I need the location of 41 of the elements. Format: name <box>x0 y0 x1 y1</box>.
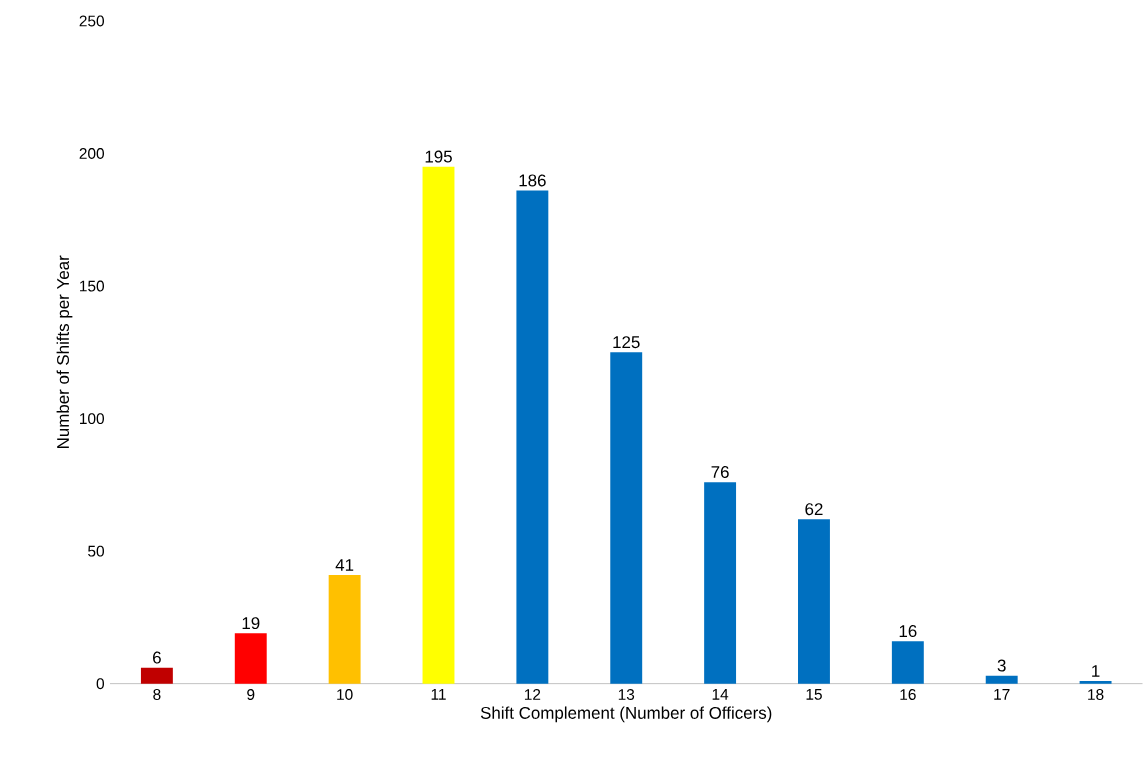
data-label: 19 <box>242 617 260 630</box>
x-tick-label: 12 <box>524 689 541 700</box>
data-label: 1 <box>1092 665 1100 677</box>
y-tick-label: 150 <box>80 280 105 292</box>
y-tick-label: 200 <box>79 148 105 160</box>
x-tick-label: 9 <box>247 689 255 701</box>
x-tick-label: 13 <box>618 689 635 701</box>
x-tick-label: 17 <box>994 689 1010 700</box>
data-label: 76 <box>711 466 729 479</box>
x-tick-label: 16 <box>900 689 916 701</box>
y-tick-label: 50 <box>88 545 105 557</box>
bar <box>891 641 924 684</box>
bar <box>704 482 737 684</box>
data-label: 62 <box>805 503 823 516</box>
bar <box>610 352 643 684</box>
x-tick-label: 15 <box>806 689 822 700</box>
bar <box>798 519 830 684</box>
y-axis-title: Number of Shifts per Year <box>56 255 73 449</box>
y-tick-label: 100 <box>80 413 105 425</box>
x-tick-label: 18 <box>1088 689 1104 701</box>
bar <box>985 675 1018 684</box>
bar <box>140 667 173 684</box>
data-label: 186 <box>519 174 546 187</box>
data-label: 16 <box>899 625 917 638</box>
data-label: 41 <box>335 559 354 571</box>
x-axis-title: Shift Complement (Number of Officers) <box>480 706 772 723</box>
data-label: 195 <box>425 150 452 163</box>
x-tick-label: 8 <box>153 689 161 701</box>
bar <box>516 190 549 684</box>
y-tick-label: 250 <box>79 15 105 27</box>
data-label: 6 <box>153 651 161 664</box>
bar <box>328 575 361 684</box>
y-tick-label: 0 <box>96 678 105 690</box>
bar <box>1079 681 1112 684</box>
x-tick-label: 14 <box>712 689 729 700</box>
x-tick-label: 10 <box>337 689 353 701</box>
bar <box>422 166 455 684</box>
x-tick-label: 11 <box>431 689 446 700</box>
data-label: 3 <box>997 659 1006 672</box>
data-label: 125 <box>613 336 640 349</box>
bar <box>234 633 267 684</box>
